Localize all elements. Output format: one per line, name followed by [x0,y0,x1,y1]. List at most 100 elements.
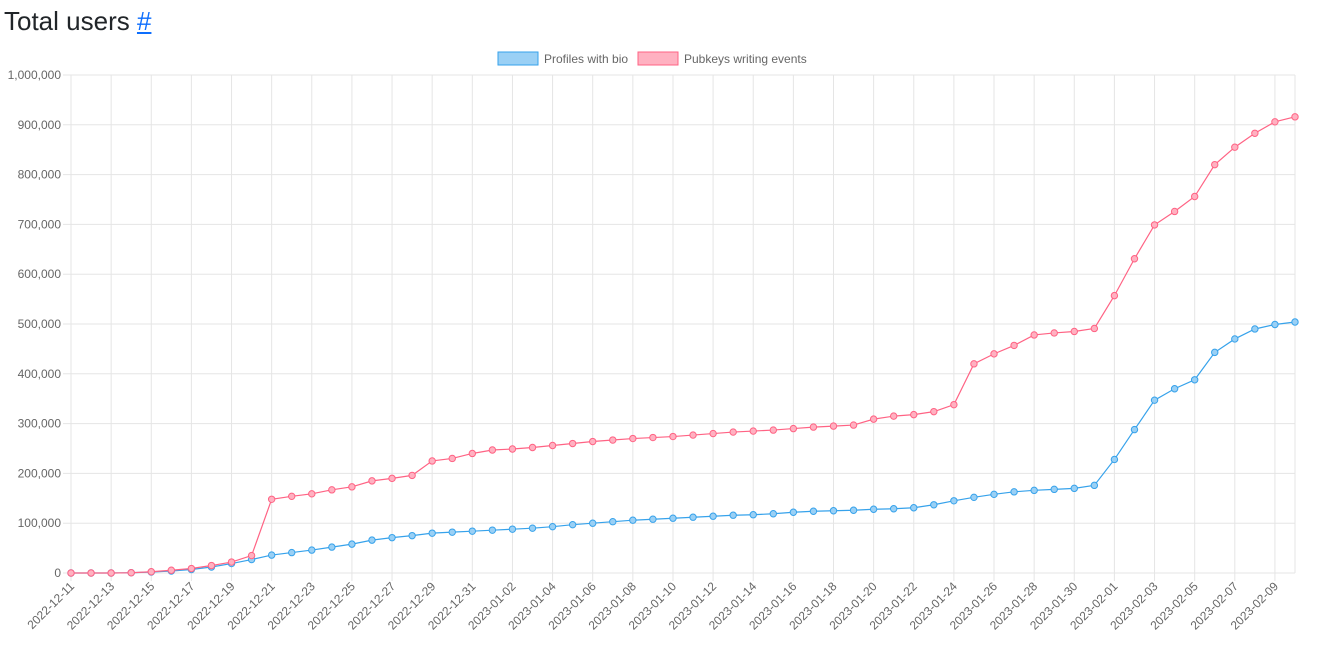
data-point [548,441,557,450]
data-point [448,528,456,536]
data-point [769,510,777,518]
y-tick-label: 300,000 [18,417,62,431]
y-tick-label: 400,000 [18,367,62,381]
y-tick-label: 500,000 [18,317,62,331]
data-point [749,511,757,519]
legend-label: Pubkeys writing events [684,52,807,66]
data-point [508,445,517,453]
data-point [829,422,838,430]
data-point [528,443,537,452]
series-line [71,116,1296,574]
data-point [328,486,336,494]
data-point [328,543,336,551]
data-point [869,415,878,423]
data-point [1291,113,1299,121]
data-point [1030,331,1038,339]
data-point [609,518,617,526]
data-point [930,407,938,416]
data-point [1251,325,1259,333]
data-point [1150,221,1159,229]
data-point [849,506,858,514]
data-point [649,515,657,523]
data-point [348,540,356,548]
series-line [71,321,1296,574]
data-point [809,423,818,431]
data-point [1271,320,1279,329]
legend-swatch [637,51,679,66]
data-point [749,427,757,435]
legend-item: Pubkeys writing events [637,51,807,66]
y-tick-label: 600,000 [18,267,62,281]
y-tick-label: 700,000 [18,217,62,231]
data-point [1070,484,1078,493]
data-point [1271,118,1279,126]
data-point [207,561,216,570]
data-point [67,569,75,577]
data-point [187,564,196,573]
data-point [1030,486,1038,495]
data-point [1070,327,1078,336]
legend-swatch [497,51,539,66]
data-point [589,437,597,446]
data-point [1010,341,1018,350]
data-point [468,527,477,535]
data-point [428,457,436,465]
data-point [348,483,356,491]
data-point [809,507,818,515]
data-point [1090,481,1099,490]
data-point [468,449,477,458]
data-point [1170,385,1179,393]
data-point [288,492,296,501]
data-point [1110,291,1119,300]
data-point [1190,376,1199,384]
data-point [889,412,898,420]
title-anchor-link[interactable]: # [136,6,152,36]
data-point [528,524,537,532]
data-point [990,350,998,358]
data-point [1050,485,1058,494]
grid-horizontal-lines [63,74,1295,574]
data-point [970,360,978,368]
data-point [408,531,416,540]
data-point [970,493,978,502]
data-point [548,522,557,531]
data-point [368,477,376,485]
data-point [849,421,858,429]
data-point [769,426,777,434]
data-point [1010,488,1018,496]
data-point [950,400,958,409]
data-point [1110,455,1119,464]
data-point [1130,255,1139,263]
data-point [729,511,737,519]
data-point [1130,425,1139,434]
data-point [247,551,256,560]
data-point [789,424,798,433]
data-point [488,446,497,454]
data-point [308,490,316,498]
data-point [1170,207,1179,216]
y-tick-label: 900,000 [18,118,62,132]
data-point [147,568,155,576]
data-point [488,526,497,534]
data-point [689,431,697,439]
data-point [568,439,577,448]
data-point [227,558,236,566]
data-point [1190,192,1199,201]
y-tick-label: 100,000 [18,516,62,530]
data-point [990,490,998,499]
data-point [689,513,697,521]
data-point [729,428,737,436]
page-title: Total users # [4,4,151,38]
data-point [408,471,416,480]
data-point [669,432,677,441]
data-point [930,501,938,509]
data-point [428,529,436,537]
data-point [1251,129,1259,137]
data-point [589,519,597,527]
data-point [308,546,316,554]
data-point [167,566,176,574]
data-point [649,433,657,442]
data-point [910,504,918,512]
data-point [889,505,898,513]
